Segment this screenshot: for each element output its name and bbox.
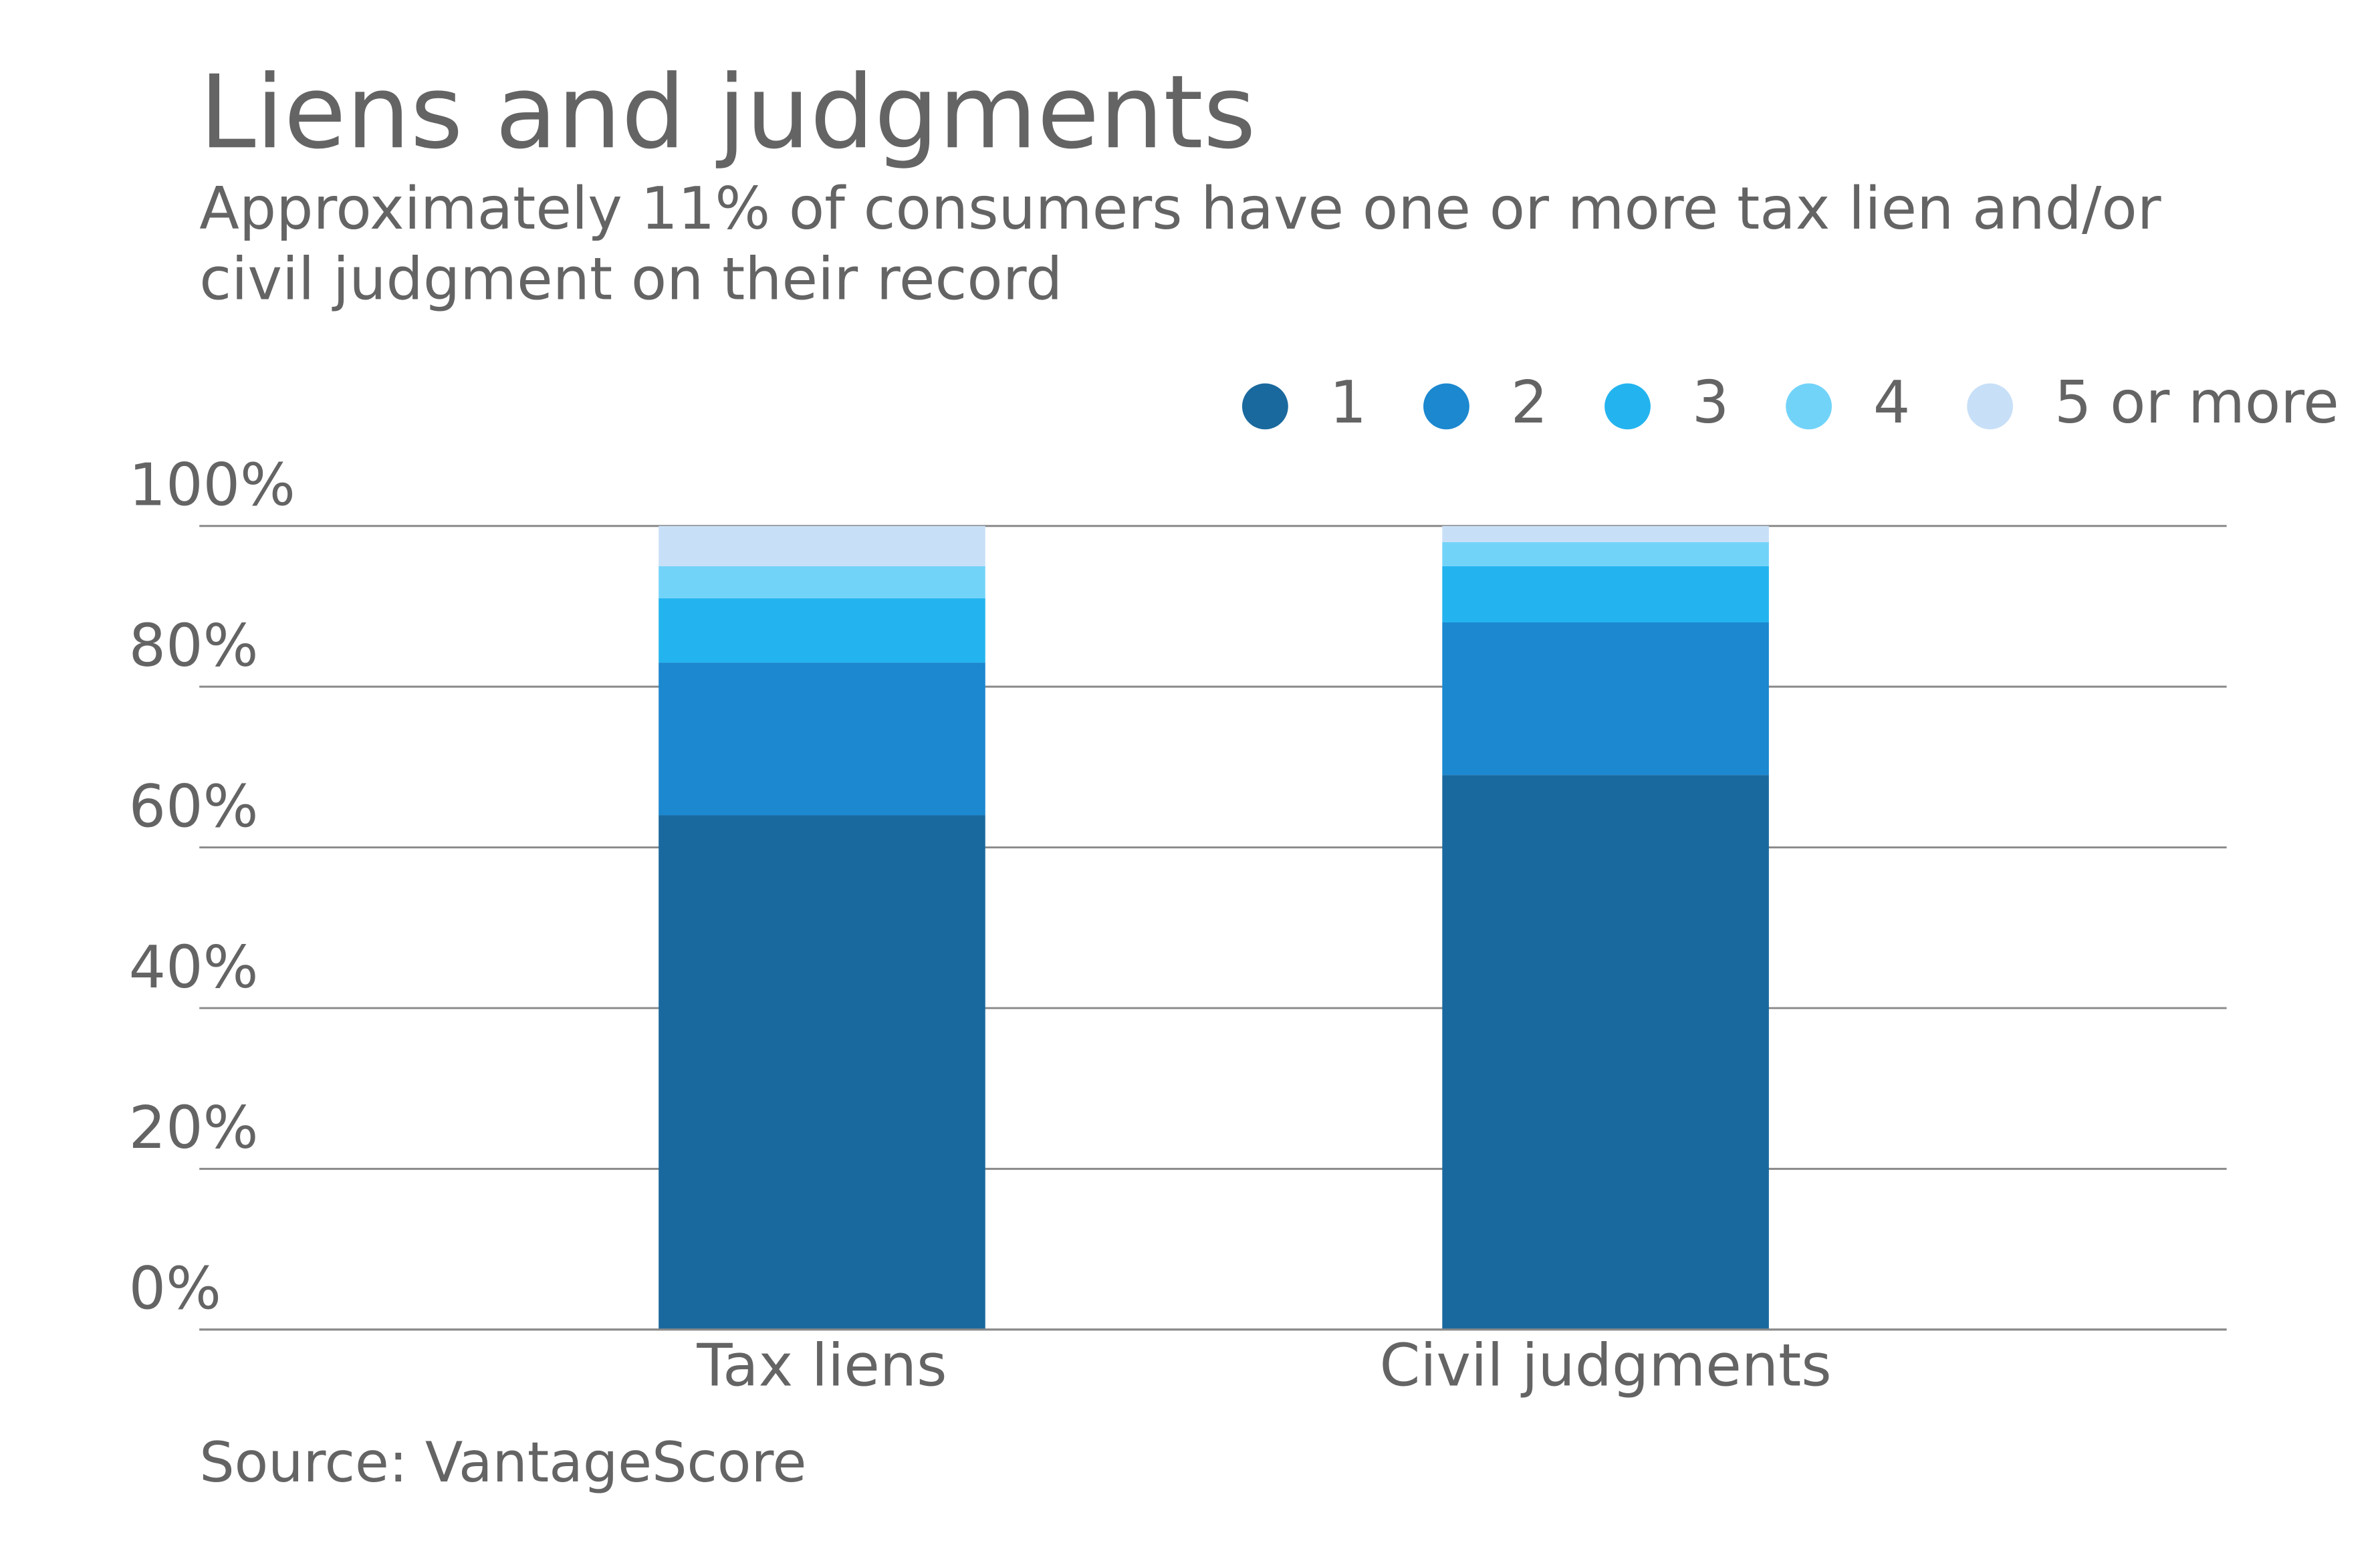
bar-segment [1442,775,1769,1330]
y-tick-label: 80% [129,612,259,680]
chart-title: Liens and judgments [199,53,1256,172]
bar-segment [659,663,985,816]
legend-label: 3 [1692,368,1729,437]
y-tick-label: 100% [129,451,295,519]
legend-marker [1241,383,1288,430]
bar-segment [659,815,985,1330]
bar-segment [1442,622,1769,776]
y-tick-label: 40% [129,933,259,1001]
legend-label: 2 [1511,368,1548,437]
bar-segment [659,566,985,598]
bar-segment [1442,542,1769,566]
bar-segment [1442,525,1769,542]
y-tick-label: 0% [129,1255,221,1323]
legend-marker [1423,383,1469,430]
legend-marker [1786,383,1832,430]
bar-segment [659,525,985,566]
source-note: Source: VantageScore [199,1432,807,1496]
legend-label: 1 [1330,368,1366,437]
bar-segment [1442,566,1769,623]
y-tick-label: 20% [129,1094,259,1162]
legend-label: 5 or more [2054,368,2339,437]
x-tick-label: Tax liens [696,1331,947,1399]
bar-segment [659,598,985,663]
legend-marker [1604,383,1651,430]
y-tick-label: 60% [129,772,259,840]
legend-label: 4 [1873,368,1910,437]
legend-marker [1967,383,2014,430]
chart-subtitle: Approximately 11% of consumers have one … [199,174,2161,313]
x-tick-label: Civil judgments [1379,1331,1831,1399]
